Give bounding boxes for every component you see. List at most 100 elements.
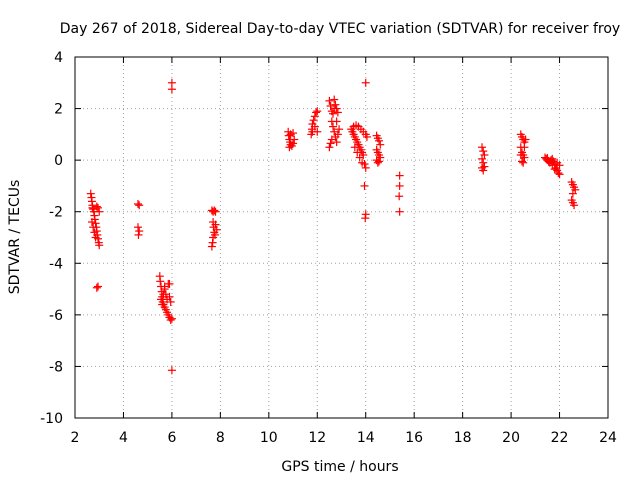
data-point [550,165,559,174]
data-point [207,242,216,251]
data-point [333,130,342,139]
data-point [159,290,168,299]
data-point [479,166,488,175]
data-point [353,148,362,157]
data-point [309,116,318,125]
data-point [166,316,175,325]
data-point [376,140,385,149]
data-point [568,189,577,198]
x-tick-label: 24 [599,430,617,446]
data-point [312,108,321,117]
x-tick-label: 6 [167,430,176,446]
data-point [92,283,101,292]
grid-lines [75,57,608,418]
data-point [165,279,174,288]
y-tick-label: -8 [49,359,63,375]
data-point [360,181,369,190]
data-point [310,122,319,131]
data-point [395,192,404,201]
data-point [87,218,96,227]
data-point [94,282,103,291]
data-point [157,295,166,304]
data-point [335,125,344,134]
plot-frame [74,56,609,419]
x-tick-label: 12 [308,430,326,446]
y-tick-label: -2 [49,205,63,221]
data-point [165,292,174,301]
data-point [520,143,529,152]
x-tick-label: 22 [551,430,569,446]
x-tick-label: 8 [216,430,225,446]
data-point [555,161,564,170]
data-point [373,158,382,167]
y-tick-label: -4 [49,256,63,272]
y-tick-label: 0 [54,153,63,169]
data-point [158,300,167,309]
data-point [478,143,487,152]
data-point [519,158,528,167]
data-point [88,203,97,212]
data-point [211,230,220,239]
data-point [285,143,294,152]
data-point [331,100,340,109]
data-point [210,206,219,215]
data-point [333,108,342,117]
data-point [90,228,99,237]
x-tick-label: 2 [71,430,80,446]
data-point [91,233,100,242]
data-point [211,207,220,216]
data-point [310,112,319,121]
data-point [478,154,487,163]
x-tick-label: 20 [502,430,520,446]
data-point [360,160,369,169]
data-point [212,225,221,234]
data-point [166,297,175,306]
data-point [167,85,176,94]
data-point [395,207,404,216]
data-point [289,139,298,148]
data-point [208,238,217,247]
x-tick-label: 10 [260,430,278,446]
data-point [92,202,101,211]
data-point [89,223,98,232]
data-point [86,189,95,198]
data-point [554,169,563,178]
x-tick-label: 16 [405,430,423,446]
data-point [156,277,165,286]
data-point [325,96,334,105]
data-point [332,117,341,126]
data-point [160,282,169,291]
y-tick-label: -6 [49,308,63,324]
data-point [479,147,488,156]
data-point [350,143,359,152]
data-point [284,131,293,140]
data-point [330,95,339,104]
data-point [570,201,579,210]
data-point [395,181,404,190]
x-tick-label: 14 [357,430,375,446]
data-point [479,158,488,167]
data-points [86,78,580,375]
data-point [361,78,370,87]
data-point [555,170,564,179]
data-point [134,230,143,239]
chart-title: Day 267 of 2018, Sidereal Day-to-day VTE… [60,21,620,37]
data-point [327,135,336,144]
data-point [332,138,341,147]
data-point [355,153,364,162]
data-point [362,132,371,141]
data-point [167,366,176,375]
y-axis-title: SDTVAR / TECUs [7,180,23,295]
data-point [167,314,176,323]
data-point [95,207,104,216]
data-point [517,157,526,166]
data-point [289,129,298,138]
data-point [329,122,338,131]
data-point [135,227,144,236]
data-point [211,220,220,229]
data-point [516,150,525,159]
data-point [290,135,299,144]
data-point [313,127,322,136]
